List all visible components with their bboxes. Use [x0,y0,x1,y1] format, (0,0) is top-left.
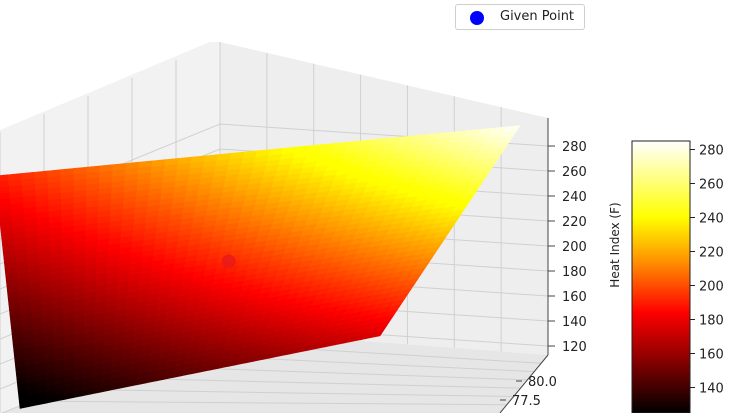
z-tick-label: 220 [562,215,587,230]
legend-marker-icon [470,11,484,25]
y-tick-label: 80.0 [528,375,557,390]
surface-patch [268,147,285,156]
surface-patch [229,151,245,160]
z-tick-label: 200 [562,240,587,255]
surface-patch [0,174,9,182]
colorbar-tick-label: 260 [699,178,724,193]
surface-patch [255,149,272,157]
surface-patch [86,165,101,174]
floor-pane [0,330,548,413]
surface-patch [203,154,219,162]
surface-patch [0,180,10,188]
z-tick-label: 180 [562,265,587,280]
surface-patch [34,170,49,179]
surface-patch [138,160,153,169]
surface-patch [281,146,298,155]
grid-line-floor [31,400,507,406]
z-tick-label: 280 [562,140,587,155]
colorbar-gradient [631,140,691,413]
surface-patch [112,163,127,171]
y-axis: 80.0 77.5 [499,354,557,413]
legend: Given Point [455,4,585,30]
z-tick-label: 140 [562,315,587,330]
y-tick-label: 77.5 [512,394,541,409]
surface-patch [242,150,258,158]
surface-patch [151,159,166,167]
colorbar: 140 160 180 200 220 240 260 280 [631,140,724,413]
given-point-marker [221,254,236,269]
z-tick-label: 120 [562,340,587,355]
heat-index-surface [0,125,521,409]
colorbar-tick-label: 180 [699,314,724,329]
y-axis-line [499,354,549,413]
z-tick-label: 240 [562,190,587,205]
surface-patch [47,169,62,178]
surface-patch [60,168,75,176]
grid-line-floor [62,388,514,397]
colorbar-tick-label: 220 [699,246,724,261]
surface-patch [20,171,36,180]
colorbar-tick-label: 280 [699,144,724,159]
colorbar-tick-label: 140 [699,382,724,397]
surface-patch [125,161,140,170]
surface-patch [73,166,88,175]
surface-patch [190,155,206,164]
colorbar-tick-label: 240 [699,212,724,227]
colorbar-tick-label: 160 [699,348,724,363]
surface-patch [164,158,180,166]
surface-patch [216,152,232,161]
z-axis: 120 140 160 180 200 220 240 260 280 [547,118,587,355]
z-tick-label: 160 [562,290,587,305]
z-tick-label: 260 [562,165,587,180]
surface-patch [7,173,22,181]
surface-patch [177,156,193,165]
colorbar-tick-label: 200 [699,280,724,295]
legend-label: Given Point [500,9,575,24]
z-axis-label: Heat Index (F) [608,202,622,287]
surface-patch [99,164,114,172]
surface-patch [502,125,521,133]
